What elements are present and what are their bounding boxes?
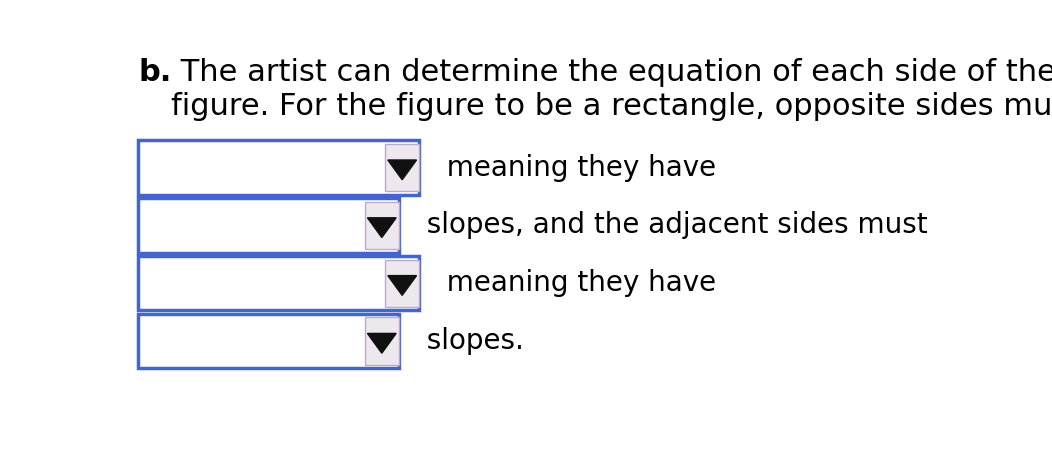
FancyBboxPatch shape [138,198,399,253]
Text: slopes, and the adjacent sides must: slopes, and the adjacent sides must [409,212,927,239]
Text: meaning they have: meaning they have [429,269,716,297]
Text: meaning they have: meaning they have [429,154,716,182]
FancyBboxPatch shape [138,141,420,195]
Polygon shape [388,160,417,180]
Text: b.: b. [138,58,171,87]
Polygon shape [367,218,397,238]
Polygon shape [388,276,417,295]
FancyBboxPatch shape [365,318,399,364]
FancyBboxPatch shape [138,256,420,310]
Polygon shape [367,334,397,353]
FancyBboxPatch shape [385,259,420,307]
FancyBboxPatch shape [385,144,420,191]
Text: slopes.: slopes. [409,327,524,355]
FancyBboxPatch shape [365,202,399,249]
FancyBboxPatch shape [138,314,399,368]
Text: The artist can determine the equation of each side of the
figure. For the figure: The artist can determine the equation of… [170,58,1052,121]
